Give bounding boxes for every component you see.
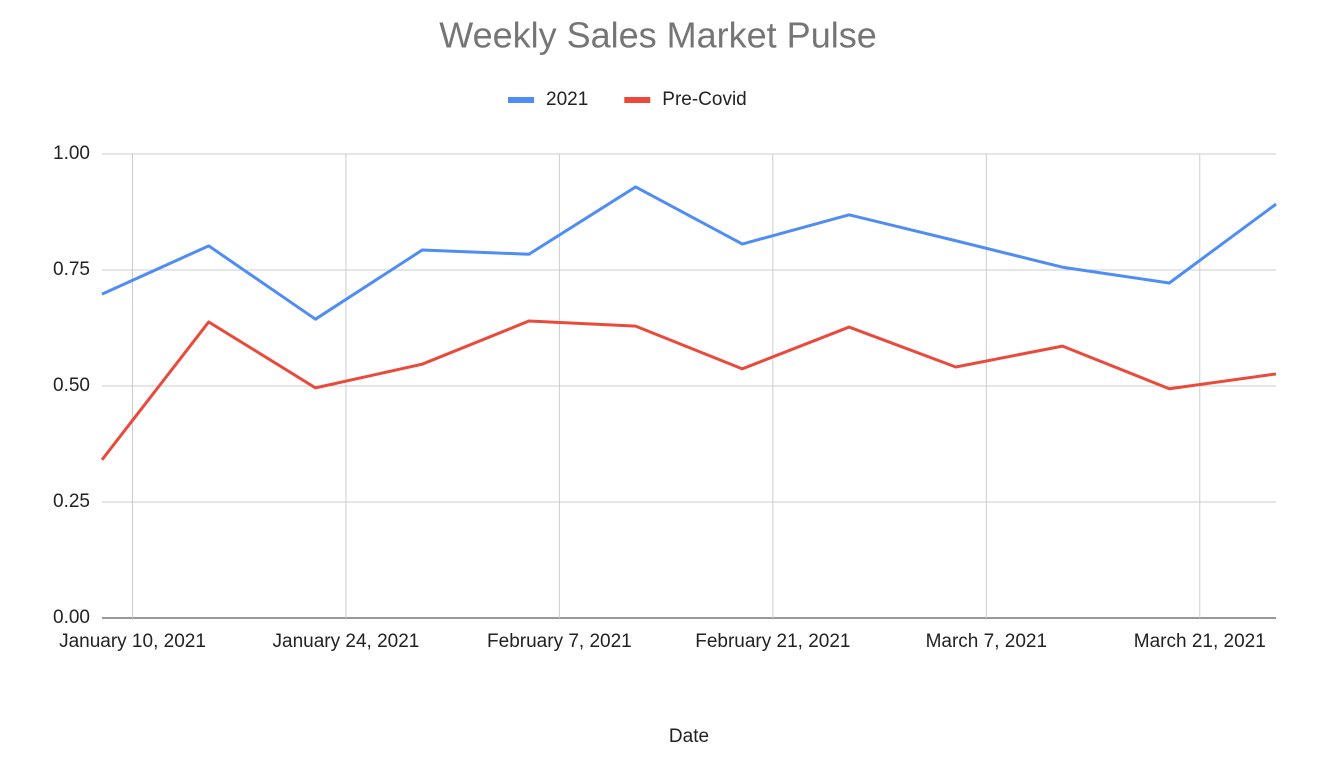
y-tick-label: 0.25 <box>53 491 90 512</box>
y-tick-label: 0.75 <box>53 259 90 280</box>
series-line <box>101 185 1277 321</box>
x-tick-label: February 7, 2021 <box>487 631 632 652</box>
series-line <box>100 319 1277 461</box>
legend-label: 2021 <box>546 89 588 110</box>
y-tick-label: 0.00 <box>53 607 90 628</box>
chart-title: Weekly Sales Market Pulse <box>439 15 877 56</box>
x-tick-label: February 21, 2021 <box>695 631 850 652</box>
legend-label: Pre-Covid <box>662 89 746 110</box>
x-tick-label: January 10, 2021 <box>59 631 206 652</box>
x-tick-label: March 21, 2021 <box>1134 631 1266 652</box>
x-axis-label: Date <box>669 726 709 747</box>
x-tick-label: January 24, 2021 <box>273 631 420 652</box>
y-tick-label: 0.50 <box>53 375 90 396</box>
x-tick-label: March 7, 2021 <box>926 631 1047 652</box>
y-tick-label: 1.00 <box>53 143 90 164</box>
